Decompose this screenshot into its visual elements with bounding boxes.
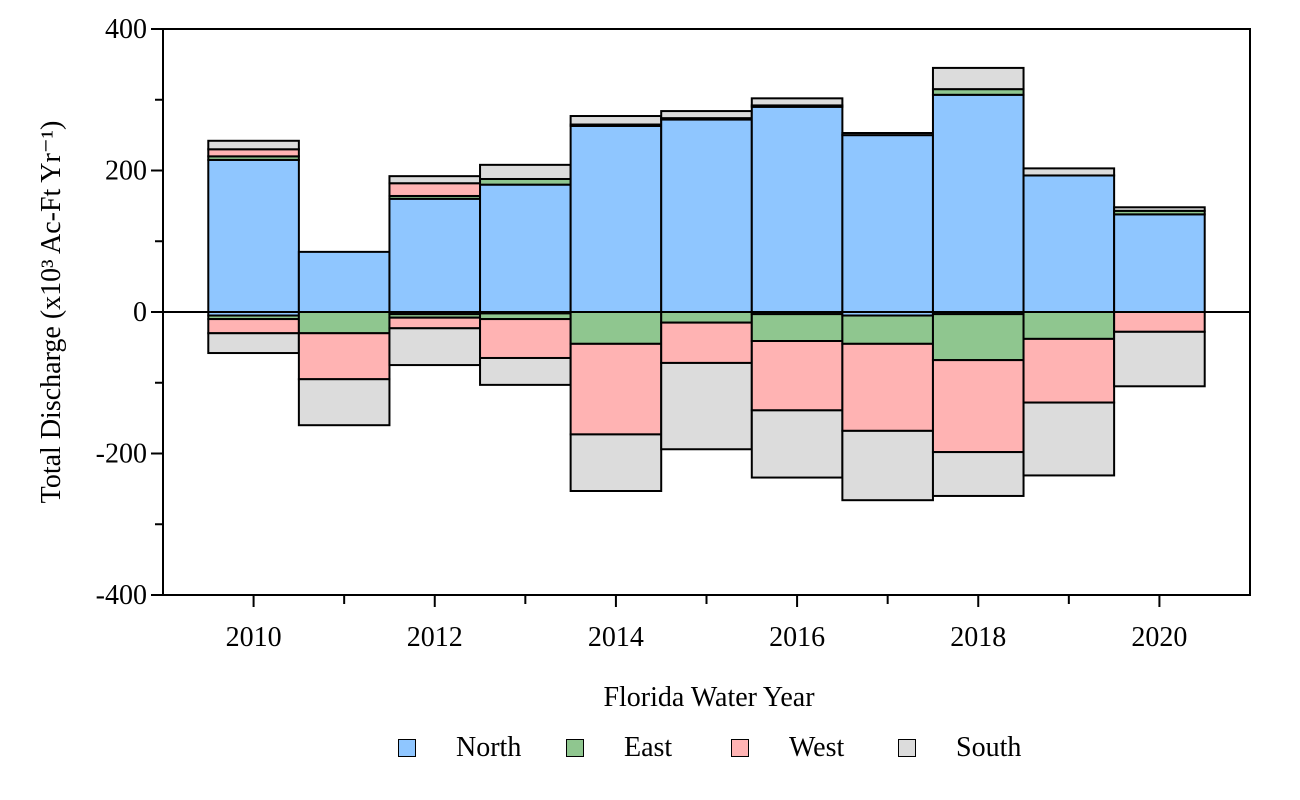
bar-west-inflow-2010 <box>207 148 300 158</box>
bar-west-outflow-2017 <box>841 342 934 432</box>
bar-south-inflow-2017 <box>841 132 934 137</box>
x-axis-label: Florida Water Year <box>603 682 815 713</box>
bar-south-outflow-2014 <box>569 433 663 492</box>
bar-south-outflow-2012 <box>388 327 482 367</box>
legend-swatch-west <box>731 739 749 757</box>
legend-label-east: East <box>624 732 673 763</box>
bar-west-outflow-2014 <box>569 342 663 436</box>
legend-swatch-east <box>566 739 584 757</box>
bar-south-inflow-2013 <box>479 163 572 180</box>
y-axis: -400 -200 0 200 400 <box>96 14 163 611</box>
bar-west-inflow-2012 <box>388 182 482 197</box>
x-tick-label-2020: 2020 <box>1131 622 1187 653</box>
bar-east-outflow-2011 <box>297 311 391 335</box>
bar-north-inflow-2010 <box>207 158 300 313</box>
bar-south-inflow-2018 <box>931 66 1025 91</box>
x-tick-label-2016: 2016 <box>769 622 825 653</box>
bar-west-outflow-2010 <box>207 318 300 335</box>
y-tick-label-0: 0 <box>133 297 147 328</box>
bars <box>207 66 1206 502</box>
bar-south-outflow-2013 <box>479 356 572 386</box>
legend-swatch-north <box>398 739 416 757</box>
legend-item-east: East <box>566 726 672 770</box>
bar-south-outflow-2016 <box>750 409 844 479</box>
bar-south-inflow-2012 <box>388 175 482 185</box>
bar-west-outflow-2020 <box>1113 311 1206 333</box>
legend-label-south: South <box>956 732 1022 763</box>
legend-label-west: West <box>789 732 845 763</box>
bar-west-outflow-2013 <box>479 318 572 359</box>
bar-west-outflow-2015 <box>660 321 753 364</box>
bar-north-inflow-2015 <box>660 118 753 313</box>
legend-label-north: North <box>456 732 522 763</box>
bar-south-outflow-2020 <box>1113 330 1206 388</box>
bar-south-inflow-2020 <box>1113 206 1206 212</box>
x-tick-label-2014: 2014 <box>588 622 644 653</box>
bar-north-inflow-2019 <box>1022 174 1116 313</box>
legend-item-west: West <box>731 726 844 770</box>
bar-west-outflow-2012 <box>388 316 482 330</box>
bar-north-inflow-2018 <box>931 93 1025 313</box>
x-tick-label-2010: 2010 <box>226 622 282 653</box>
bar-north-inflow-2016 <box>750 105 844 313</box>
bar-east-outflow-2019 <box>1022 311 1116 340</box>
y-axis-label: Total Discharge (x10³ Ac-Ft Yr⁻¹) <box>36 121 67 504</box>
bar-north-inflow-2011 <box>297 250 391 314</box>
bar-north-inflow-2013 <box>479 183 572 313</box>
bar-south-inflow-2015 <box>660 110 753 120</box>
bar-south-outflow-2018 <box>931 451 1025 497</box>
y-tick-label--400: -400 <box>96 580 147 611</box>
y-tick-label-200: 200 <box>105 156 147 187</box>
bar-east-outflow-2014 <box>569 311 663 345</box>
x-axis: 2010 2012 2014 2016 2018 2020 <box>226 595 1187 653</box>
bar-east-outflow-2015 <box>660 311 753 324</box>
bar-north-inflow-2020 <box>1113 213 1206 314</box>
bar-north-inflow-2012 <box>388 197 482 313</box>
bar-east-outflow-2018 <box>931 313 1025 362</box>
x-tick-label-2012: 2012 <box>407 622 463 653</box>
bar-south-outflow-2015 <box>660 361 753 451</box>
bar-south-inflow-2019 <box>1022 167 1116 177</box>
bar-south-outflow-2011 <box>297 378 391 427</box>
legend-item-north: North <box>398 726 521 770</box>
bar-west-outflow-2011 <box>297 332 391 381</box>
bar-south-outflow-2019 <box>1022 401 1116 477</box>
y-tick-label-400: 400 <box>105 14 147 45</box>
legend-item-south: South <box>898 726 1021 770</box>
y-tick-label--200: -200 <box>96 439 147 470</box>
bar-south-outflow-2017 <box>841 429 934 502</box>
legend-swatch-south <box>898 739 916 757</box>
bar-north-inflow-2017 <box>841 134 934 313</box>
bar-north-inflow-2014 <box>569 124 663 313</box>
x-tick-label-2018: 2018 <box>950 622 1006 653</box>
legend: North East West South <box>0 726 1300 770</box>
bar-west-outflow-2016 <box>750 340 844 412</box>
bar-south-inflow-2014 <box>569 115 663 126</box>
bar-south-inflow-2016 <box>750 97 844 107</box>
bar-south-inflow-2010 <box>207 139 300 151</box>
bar-west-outflow-2019 <box>1022 337 1116 404</box>
bar-east-outflow-2016 <box>750 313 844 343</box>
bar-south-outflow-2010 <box>207 332 300 355</box>
bar-west-outflow-2018 <box>931 359 1025 454</box>
bar-east-outflow-2017 <box>841 314 934 345</box>
